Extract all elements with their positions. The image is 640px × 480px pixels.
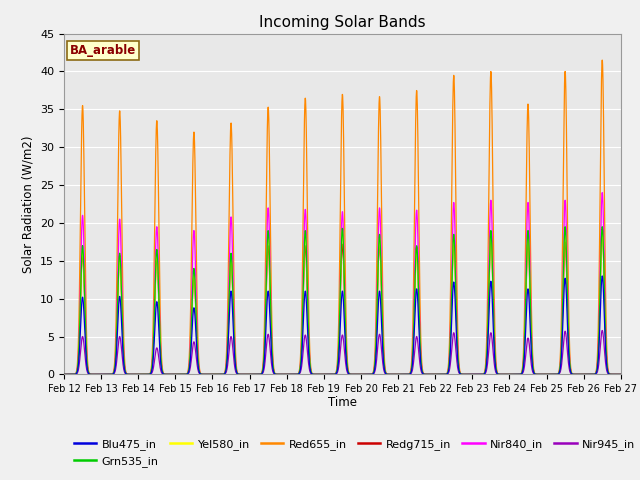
Text: BA_arable: BA_arable (70, 44, 136, 57)
Y-axis label: Solar Radiation (W/m2): Solar Radiation (W/m2) (22, 135, 35, 273)
Legend: Blu475_in, Grn535_in, Yel580_in, Red655_in, Redg715_in, Nir840_in, Nir945_in: Blu475_in, Grn535_in, Yel580_in, Red655_… (70, 435, 640, 471)
X-axis label: Time: Time (328, 396, 357, 408)
Title: Incoming Solar Bands: Incoming Solar Bands (259, 15, 426, 30)
